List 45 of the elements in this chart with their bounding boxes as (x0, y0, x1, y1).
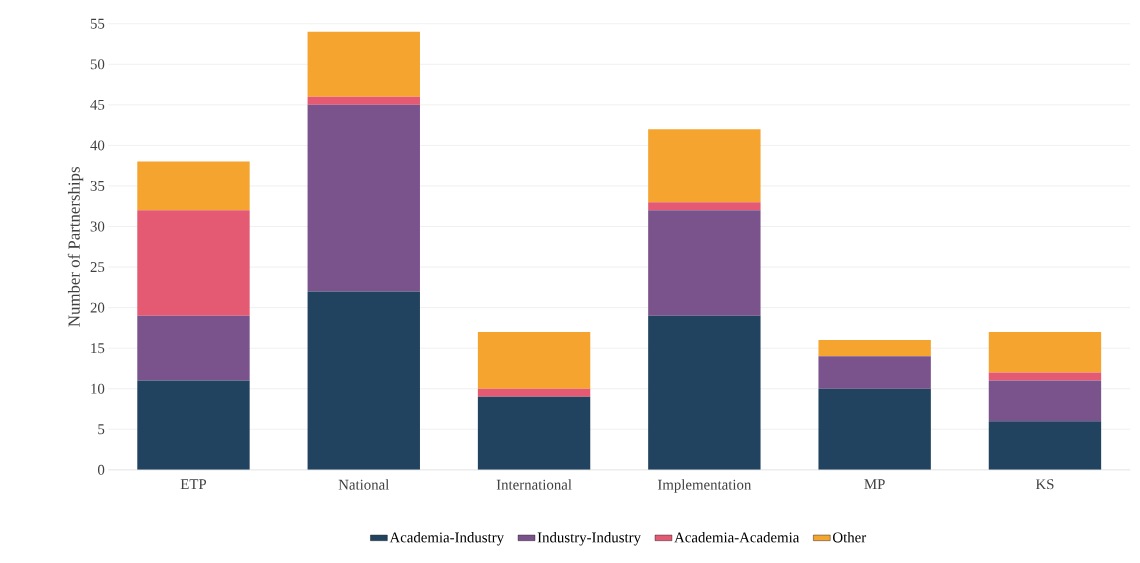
x-tick-label: Implementation (657, 479, 752, 493)
bar (307, 96, 420, 105)
bar (648, 210, 761, 316)
y-tick-label: 25 (90, 262, 105, 273)
y-tick-label: 45 (90, 99, 105, 110)
y-tick-label: 40 (90, 140, 105, 151)
y-tick-label: 0 (97, 464, 105, 475)
y-tick-label: 10 (91, 383, 105, 394)
bar (307, 31, 420, 97)
y-tick-label: 15 (91, 343, 105, 354)
legend-label: Industry-Industry (537, 532, 641, 546)
bar (137, 161, 250, 211)
x-tick-label: International (496, 479, 572, 490)
bar (137, 315, 250, 381)
legend-label: Academia-Industry (389, 532, 504, 546)
x-tick-label: National (338, 479, 390, 490)
x-tick-label: MP (864, 479, 885, 490)
bar (988, 421, 1102, 470)
x-tick-label: ETP (180, 479, 207, 490)
bar (988, 380, 1102, 422)
bar (307, 104, 420, 292)
y-axis-title: Number of Partnerships (67, 167, 84, 327)
bar (818, 388, 931, 470)
bar (648, 202, 761, 211)
legend-label: Academia-Academia (674, 532, 800, 543)
y-tick-label: 30 (90, 221, 105, 232)
bar (648, 129, 761, 203)
y-tick-label: 50 (90, 59, 105, 70)
bar (988, 332, 1102, 373)
bar (477, 388, 591, 397)
y-tick-label: 35 (90, 181, 105, 192)
bar (818, 340, 931, 357)
bar (988, 372, 1102, 381)
y-tick-label: 55 (90, 18, 105, 29)
bar (477, 332, 591, 389)
bar (477, 396, 591, 470)
bar (818, 356, 931, 389)
x-tick-label: KS (1035, 479, 1054, 490)
y-tick-label: 20 (90, 302, 105, 313)
bar (648, 315, 761, 470)
legend-label: Other (833, 532, 867, 543)
bar (137, 380, 250, 470)
bar (137, 210, 250, 316)
y-tick-label: 5 (98, 424, 105, 435)
bar (307, 291, 420, 470)
